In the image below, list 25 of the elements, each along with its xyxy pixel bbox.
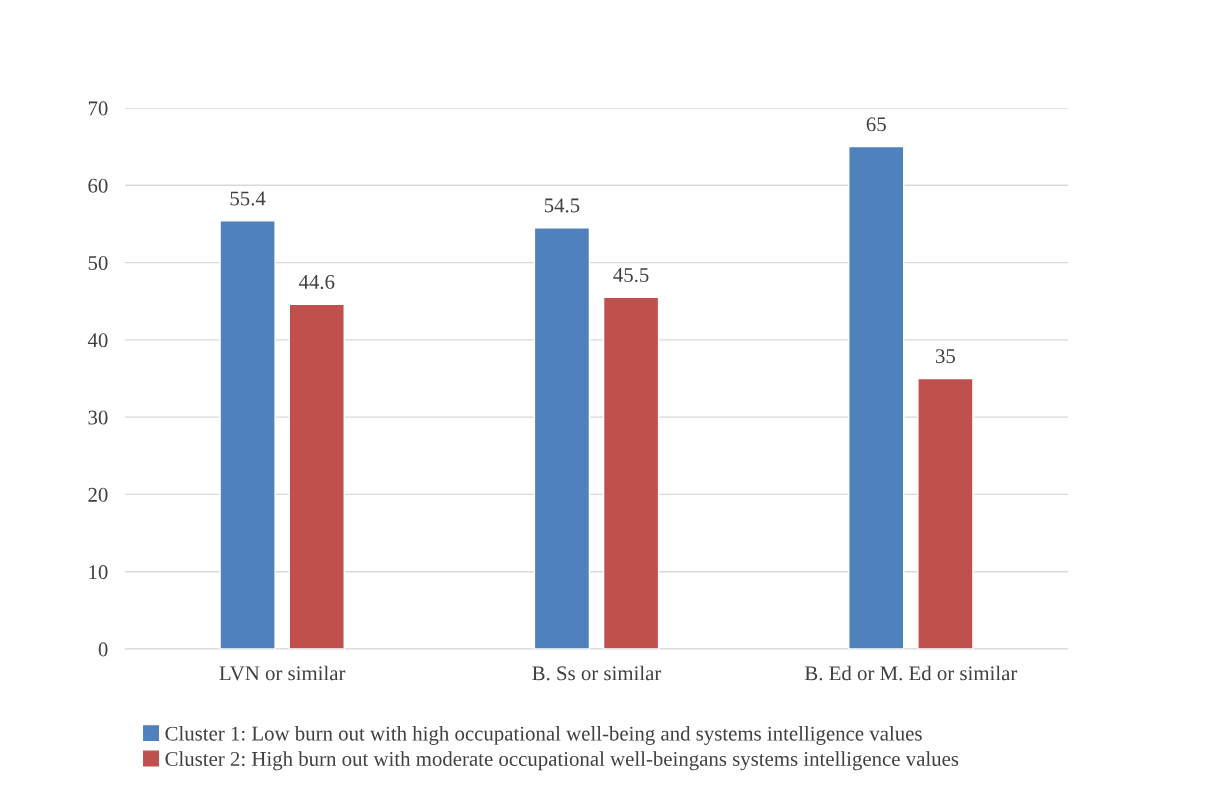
legend-label: Cluster 1: Low burn out with high occupational well-being and systems intelligence values: [165, 725, 922, 745]
y-tick-label: 30: [88, 410, 108, 425]
data-label: 54.5: [544, 198, 580, 213]
y-tick-label: 50: [88, 255, 108, 270]
bar: [917, 377, 974, 649]
y-tick-label: 10: [89, 565, 108, 580]
y-tick-label: 20: [88, 487, 108, 502]
data-label: 55.4: [230, 191, 266, 206]
y-tick-label: 40: [87, 333, 108, 348]
x-tick-label: B. Ss or similar: [532, 665, 662, 681]
y-tick-label: 60: [88, 178, 108, 193]
y-tick-label: 70: [88, 101, 108, 116]
bar: [219, 220, 276, 649]
x-tick-label: B. Ed or M. Ed or similar: [804, 665, 1018, 681]
x-tick-label: LVN or similar: [219, 665, 346, 681]
bar: [533, 227, 591, 649]
bar: [602, 296, 660, 649]
bar: [848, 145, 905, 649]
data-label: 44.6: [298, 274, 335, 290]
legend-label: Cluster 2: High burn out with moderate occupational well-beingans systems intelligence values: [165, 751, 959, 771]
data-label: 35: [935, 349, 956, 364]
data-label: 45.5: [613, 268, 649, 283]
data-label: 65: [866, 117, 886, 132]
y-tick-label: 0: [98, 642, 108, 657]
bar: [288, 303, 345, 649]
